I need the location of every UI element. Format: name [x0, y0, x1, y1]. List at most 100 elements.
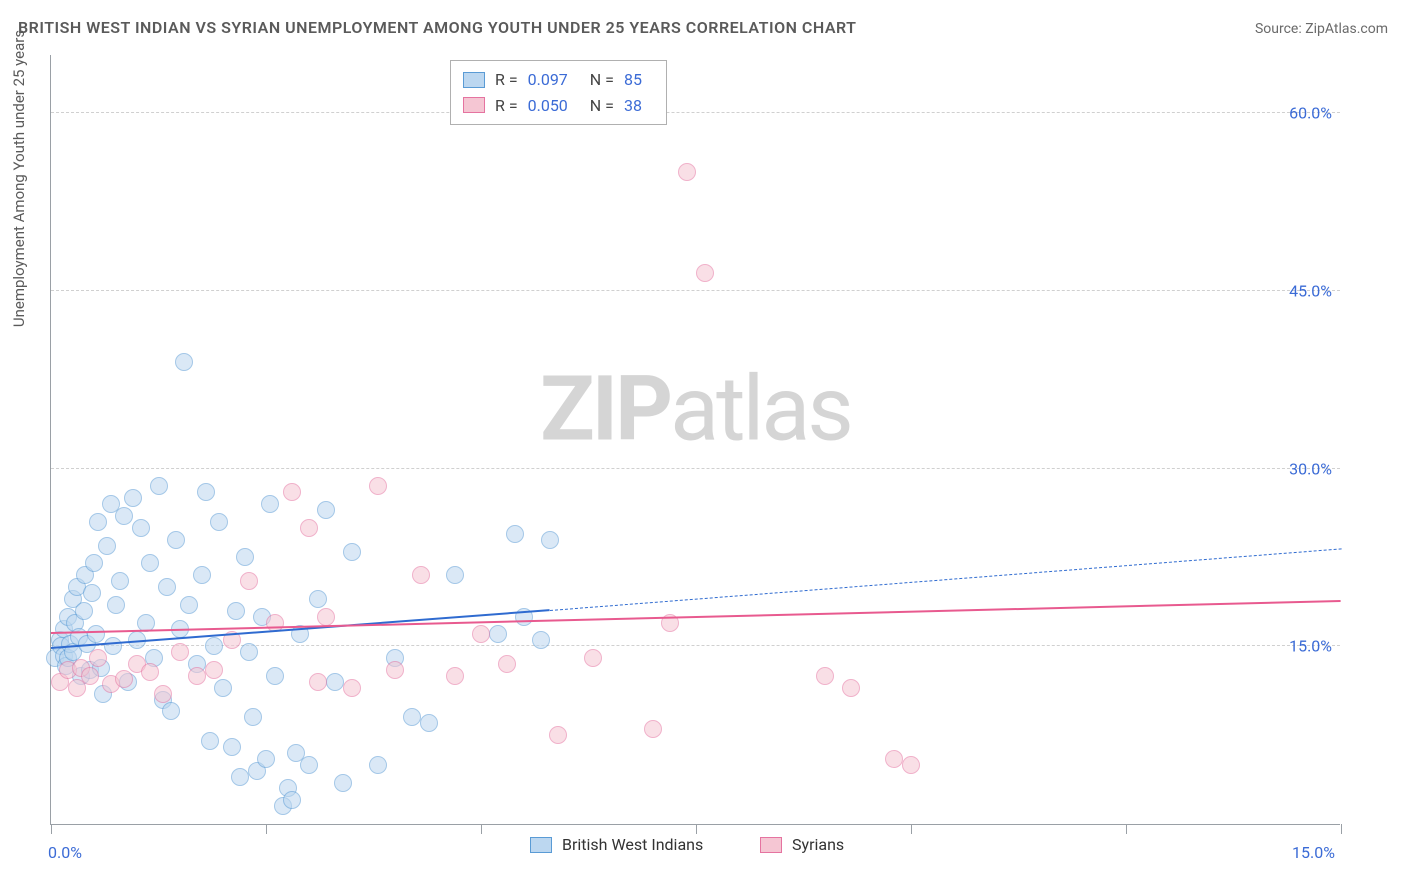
y-tick-label: 60.0%: [1289, 104, 1332, 123]
data-point-syr: [696, 264, 714, 282]
data-point-bwi: [283, 791, 301, 809]
data-point-bwi: [158, 578, 176, 596]
data-point-syr: [885, 750, 903, 768]
x-tick: [266, 824, 267, 834]
data-point-bwi: [210, 513, 228, 531]
data-point-bwi: [132, 519, 150, 537]
data-point-bwi: [403, 708, 421, 726]
data-point-syr: [498, 655, 516, 673]
data-point-bwi: [111, 572, 129, 590]
watermark: ZIPatlas: [540, 356, 851, 461]
data-point-bwi: [180, 596, 198, 614]
data-point-bwi: [231, 768, 249, 786]
watermark-light: atlas: [670, 356, 851, 461]
data-point-syr: [584, 649, 602, 667]
data-point-bwi: [167, 531, 185, 549]
trendline: [51, 600, 1341, 634]
source-attribution: Source: ZipAtlas.com: [1255, 21, 1388, 37]
data-point-bwi: [326, 673, 344, 691]
data-point-syr: [549, 726, 567, 744]
x-tick-label-max: 15.0%: [1292, 843, 1335, 862]
data-point-bwi: [141, 554, 159, 572]
x-tick-label-min: 0.0%: [48, 843, 82, 862]
data-point-syr: [309, 673, 327, 691]
data-point-syr: [154, 685, 172, 703]
data-point-syr: [81, 667, 99, 685]
data-point-syr: [472, 625, 490, 643]
n-value: 85: [624, 67, 642, 93]
swatch-syr: [463, 97, 485, 113]
r-value: 0.050: [528, 93, 568, 119]
data-point-bwi: [89, 513, 107, 531]
data-point-bwi: [236, 548, 254, 566]
data-point-syr: [412, 566, 430, 584]
data-point-bwi: [244, 708, 262, 726]
data-point-bwi: [532, 631, 550, 649]
data-point-bwi: [266, 667, 284, 685]
n-label: N =: [590, 93, 614, 119]
legend-label-syr: Syrians: [792, 835, 844, 854]
data-point-bwi: [369, 756, 387, 774]
data-point-syr: [816, 667, 834, 685]
legend-item-syr: Syrians: [760, 835, 844, 854]
legend-label-bwi: British West Indians: [562, 835, 703, 854]
data-point-bwi: [317, 501, 335, 519]
data-point-bwi: [541, 531, 559, 549]
legend-stats: R = 0.097 N = 85R = 0.050 N = 38: [450, 60, 667, 125]
data-point-bwi: [343, 543, 361, 561]
r-label: R =: [495, 93, 518, 119]
x-tick: [481, 824, 482, 834]
data-point-syr: [240, 572, 258, 590]
data-point-bwi: [75, 602, 93, 620]
data-point-bwi: [300, 756, 318, 774]
x-tick: [911, 824, 912, 834]
n-value: 38: [624, 93, 642, 119]
y-tick-label: 30.0%: [1289, 459, 1332, 478]
data-point-bwi: [446, 566, 464, 584]
data-point-bwi: [334, 774, 352, 792]
x-tick: [696, 824, 697, 834]
data-point-bwi: [124, 489, 142, 507]
data-point-bwi: [261, 495, 279, 513]
data-point-bwi: [83, 584, 101, 602]
data-point-syr: [317, 608, 335, 626]
data-point-bwi: [205, 637, 223, 655]
data-point-syr: [188, 667, 206, 685]
chart-title: BRITISH WEST INDIAN VS SYRIAN UNEMPLOYME…: [18, 18, 857, 37]
data-point-bwi: [197, 483, 215, 501]
legend-stats-row-syr: R = 0.050 N = 38: [463, 93, 654, 119]
data-point-bwi: [175, 353, 193, 371]
data-point-bwi: [420, 714, 438, 732]
data-point-syr: [141, 663, 159, 681]
data-point-syr: [369, 477, 387, 495]
data-point-syr: [171, 643, 189, 661]
data-point-bwi: [506, 525, 524, 543]
watermark-bold: ZIP: [540, 356, 670, 461]
data-point-bwi: [201, 732, 219, 750]
data-point-bwi: [257, 750, 275, 768]
data-point-syr: [343, 679, 361, 697]
data-point-syr: [644, 720, 662, 738]
x-tick: [1126, 824, 1127, 834]
data-point-syr: [89, 649, 107, 667]
data-point-syr: [115, 670, 133, 688]
data-point-syr: [205, 661, 223, 679]
data-point-syr: [283, 483, 301, 501]
r-value: 0.097: [528, 67, 568, 93]
swatch-syr: [760, 837, 782, 853]
trendline: [550, 548, 1341, 611]
data-point-syr: [446, 667, 464, 685]
y-tick-label: 15.0%: [1289, 637, 1332, 656]
data-point-syr: [386, 661, 404, 679]
data-point-bwi: [85, 554, 103, 572]
data-point-bwi: [240, 643, 258, 661]
data-point-bwi: [150, 477, 168, 495]
data-point-bwi: [107, 596, 125, 614]
x-tick: [1341, 824, 1342, 834]
plot-area: ZIPatlas 15.0%30.0%45.0%60.0%: [50, 55, 1340, 825]
legend-item-bwi: British West Indians: [530, 835, 703, 854]
data-point-bwi: [214, 679, 232, 697]
data-point-bwi: [104, 637, 122, 655]
data-point-bwi: [227, 602, 245, 620]
data-point-bwi: [115, 507, 133, 525]
